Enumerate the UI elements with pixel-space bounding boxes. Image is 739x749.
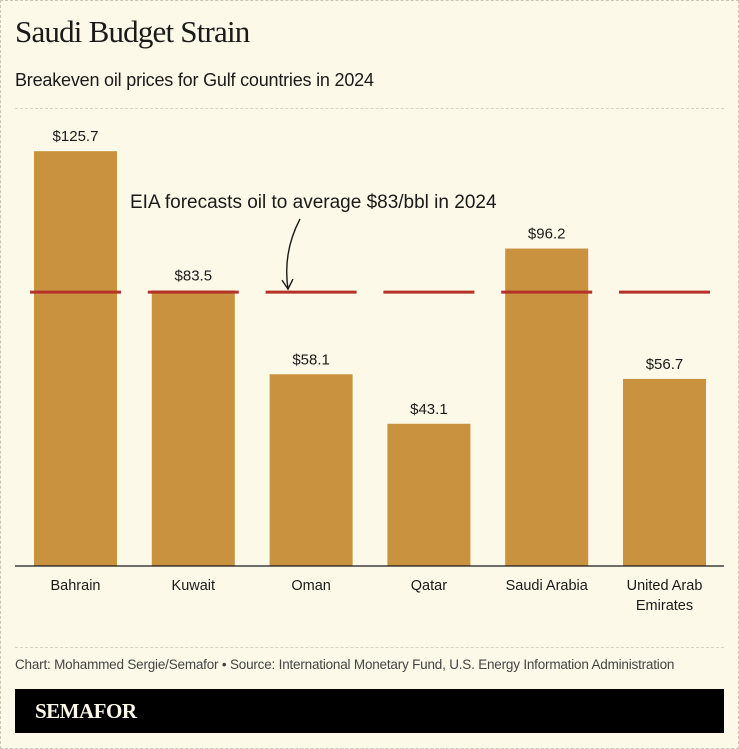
bottom-divider xyxy=(15,647,724,648)
data-label: $43.1 xyxy=(410,401,448,418)
bar-united-arab-emirates xyxy=(623,378,706,566)
bar-qatar xyxy=(387,423,471,566)
chart-subtitle: Breakeven oil prices for Gulf countries … xyxy=(15,70,374,90)
bar-saudi-arabia xyxy=(505,248,589,567)
data-label: $83.5 xyxy=(175,267,213,284)
annotation-arrow xyxy=(286,218,301,290)
bar-oman xyxy=(269,374,353,566)
arrowhead-icon xyxy=(281,278,294,291)
x-tick-label: United Arab xyxy=(627,578,703,594)
data-label: $56.7 xyxy=(646,356,684,373)
x-tick-label: Bahrain xyxy=(51,578,101,594)
bar-chart: $125.7 Bahrain $83.5 Kuwait $58.1 Oman $43.1 Qa… xyxy=(15,128,724,614)
x-tick-label: Qatar xyxy=(411,578,447,594)
x-tick-label: Oman xyxy=(291,578,331,594)
top-divider xyxy=(15,108,724,109)
bar-bahrain xyxy=(34,151,117,566)
data-label: $58.1 xyxy=(292,351,330,368)
semafor-logo: SEMAFOR xyxy=(35,699,137,723)
x-tick-label: Saudi Arabia xyxy=(506,578,589,594)
x-tick-label: Emirates xyxy=(636,598,693,614)
data-label: $96.2 xyxy=(528,226,566,243)
reference-annotation: EIA forecasts oil to average $83/bbl in … xyxy=(130,192,497,213)
source-credit: Chart: Mohammed Sergie/Semafor • Source:… xyxy=(15,657,675,672)
bar-kuwait xyxy=(151,290,235,566)
x-tick-label: Kuwait xyxy=(172,578,216,594)
chart-title: Saudi Budget Strain xyxy=(15,14,250,49)
brand-bar: SEMAFOR xyxy=(15,689,724,733)
data-label: $125.7 xyxy=(53,128,99,145)
